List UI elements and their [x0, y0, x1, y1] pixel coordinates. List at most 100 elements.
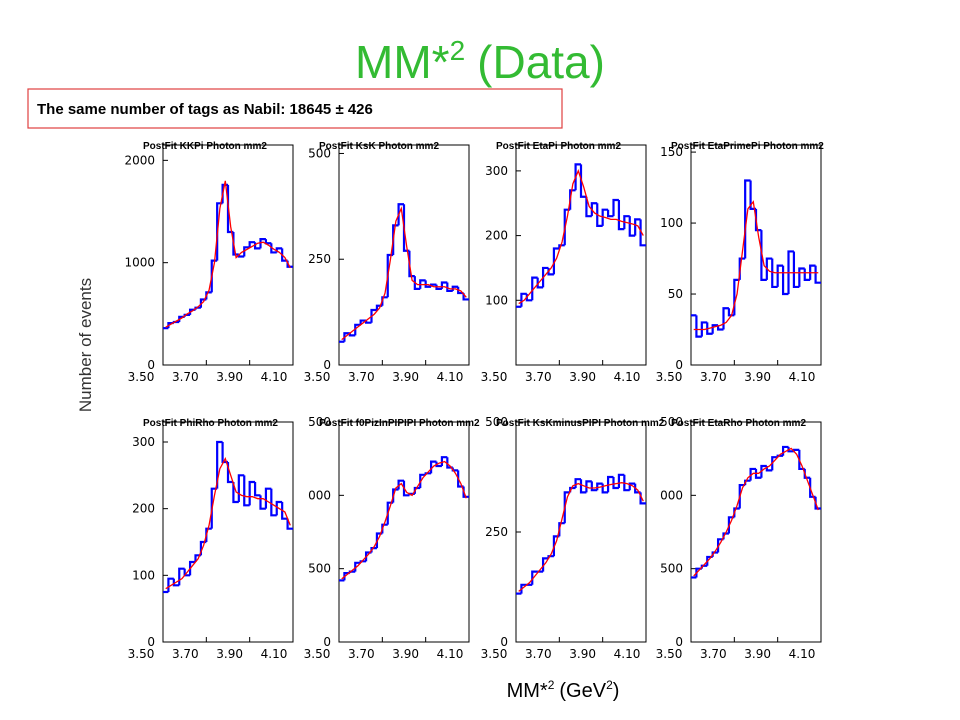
y-tick-label: 250 — [308, 252, 331, 266]
histogram-bin — [606, 475, 614, 493]
histogram-bin — [457, 286, 464, 295]
histogram-bin — [754, 468, 762, 479]
histogram-bin — [792, 251, 800, 289]
x-axis-label: MM*2 (GeV2) — [507, 678, 620, 702]
histogram-bin — [248, 241, 256, 248]
histogram-bin — [541, 557, 549, 572]
x-tick-label: 3.50 — [304, 647, 331, 661]
histogram-bin — [771, 258, 778, 289]
y-tick-label: 100 — [660, 216, 683, 230]
y-tick-label: 0 — [147, 635, 155, 649]
y-tick-label: 0 — [500, 635, 508, 649]
histogram-bin — [259, 238, 266, 249]
histogram-bin — [579, 164, 587, 198]
x-tick-label: 3.90 — [744, 370, 771, 384]
plot-frame — [690, 421, 822, 643]
x-tick-label: 4.10 — [789, 370, 816, 384]
histogram-bin — [623, 215, 630, 230]
y-tick-label: 500 — [660, 562, 683, 576]
histogram-bin — [558, 244, 565, 249]
histogram-bin — [270, 243, 277, 254]
histogram-bin — [722, 307, 729, 330]
histogram-bin — [749, 467, 756, 481]
x-tick-label: 3.70 — [525, 647, 552, 661]
histogram-bin — [787, 250, 794, 295]
note-text: The same number of tags as Nabil: 18645 … — [37, 101, 373, 118]
fit-line — [341, 460, 467, 580]
histogram-bin — [286, 518, 293, 530]
histogram-bin — [343, 332, 350, 342]
histogram-bin — [188, 560, 196, 576]
histogram-bin — [787, 446, 794, 453]
histogram-bin — [243, 475, 250, 507]
note-box — [27, 88, 563, 129]
x-tick-label: 3.50 — [656, 647, 683, 661]
histogram-bin — [402, 480, 410, 497]
panel-title: PostFit EtaPrimePi Photon mm2 — [671, 141, 824, 152]
histogram-bin — [253, 482, 261, 497]
histogram-bin — [585, 196, 592, 218]
plot-frame — [338, 144, 470, 366]
x-tick-label: 3.90 — [569, 647, 596, 661]
histogram-bin — [628, 482, 636, 491]
histogram-bin — [397, 203, 404, 226]
histogram-bin — [243, 246, 250, 257]
histogram-bin — [781, 265, 789, 296]
x-label-sup2: 2 — [606, 678, 613, 692]
histogram-bin — [596, 203, 603, 227]
histogram-bin — [711, 324, 719, 334]
histogram-bin — [716, 325, 724, 331]
histogram-bin — [563, 491, 571, 524]
x-tick-label: 4.10 — [789, 647, 816, 661]
histogram-bin — [451, 285, 459, 291]
x-tick-label: 3.70 — [700, 647, 727, 661]
x-tick-label: 3.70 — [172, 647, 199, 661]
plot-frame — [690, 144, 822, 366]
y-tick-label: 000 — [660, 488, 683, 502]
x-tick-label: 4.10 — [614, 647, 641, 661]
y-tick-label: 100 — [132, 568, 155, 582]
y-tick-label: 500 — [308, 146, 331, 160]
panel-title: PostFit EtaRho Photon mm2 — [671, 418, 806, 429]
histogram-bin — [612, 477, 619, 490]
histogram-bin — [281, 502, 288, 520]
histogram-bin — [552, 247, 560, 275]
histogram-bin — [172, 578, 180, 587]
x-tick-label: 4.10 — [437, 370, 464, 384]
fit-line — [518, 169, 644, 305]
x-tick-label: 3.90 — [744, 647, 771, 661]
panel-title: PostFit KKPi Photon mm2 — [143, 141, 267, 152]
x-tick-label: 3.90 — [392, 370, 419, 384]
fit-line — [518, 482, 644, 592]
histogram-bin — [440, 456, 448, 466]
histogram-bin — [413, 276, 421, 290]
histogram-bin — [760, 464, 767, 478]
histogram-bin — [623, 474, 630, 492]
x-tick-label: 4.10 — [614, 370, 641, 384]
y-tick-label: 500 — [660, 415, 683, 429]
x-tick-label: 3.90 — [216, 647, 243, 661]
plot-frame — [162, 144, 294, 366]
histogram-bin — [408, 250, 415, 278]
x-tick-label: 3.50 — [128, 647, 155, 661]
y-tick-label: 0 — [675, 358, 683, 372]
y-axis-label: Number of events — [76, 278, 95, 412]
y-tick-label: 2000 — [124, 153, 155, 167]
y-tick-label: 500 — [485, 415, 508, 429]
y-tick-label: 500 — [308, 562, 331, 576]
histogram-bin — [270, 488, 277, 517]
y-tick-label: 300 — [485, 164, 508, 178]
y-tick-label: 0 — [675, 635, 683, 649]
histogram-bin — [370, 308, 377, 323]
fit-line — [165, 180, 291, 328]
y-tick-label: 0 — [147, 358, 155, 372]
histogram-bin — [809, 264, 816, 280]
panel-title: PostFit EtaPi Photon mm2 — [496, 141, 621, 152]
histogram-bin — [617, 200, 625, 231]
histogram-bin — [520, 583, 527, 594]
x-tick-label: 4.10 — [261, 370, 288, 384]
histogram-bin — [765, 257, 773, 280]
panel-title: PostFit f0PizInPIPIPI Photon mm2 — [319, 418, 480, 429]
histogram-bin — [359, 319, 367, 325]
histogram-bin — [435, 461, 442, 468]
